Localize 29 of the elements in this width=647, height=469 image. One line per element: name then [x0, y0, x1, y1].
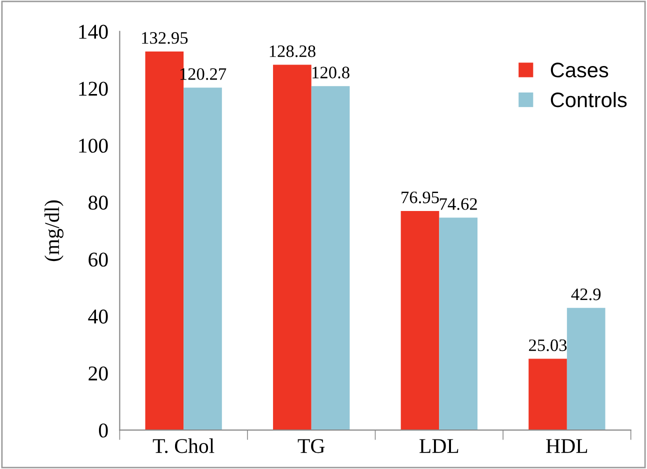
data-label: 42.9 — [571, 288, 601, 300]
y-tick-label: 120 — [79, 82, 108, 96]
y-tick-label: 100 — [79, 138, 108, 153]
data-label: 132.95 — [142, 32, 188, 44]
y-tick-label: 20 — [88, 366, 108, 381]
x-tick-label: LDL — [420, 439, 458, 453]
x-tick-label: T. Chol — [152, 438, 214, 454]
y-axis-title: (mg/dl) — [44, 200, 64, 262]
y-tick-label: 40 — [88, 310, 108, 324]
bar — [528, 358, 567, 430]
data-label: 25.03 — [528, 339, 567, 352]
data-label: 128.28 — [270, 45, 316, 58]
y-tick-label: 80 — [88, 196, 108, 210]
bar — [439, 218, 478, 430]
y-tick-label: 0 — [98, 423, 108, 438]
legend-label: Controls — [550, 92, 627, 108]
data-label: 74.62 — [440, 198, 477, 210]
bar — [400, 210, 440, 430]
bar — [566, 308, 606, 430]
bar — [184, 88, 222, 430]
data-label: 76.95 — [402, 192, 439, 204]
bar — [273, 64, 312, 430]
data-label: 120.8 — [312, 66, 350, 78]
x-tick-label: TG — [298, 439, 325, 454]
x-tick-label: HDL — [546, 439, 588, 453]
bar — [311, 86, 350, 430]
y-tick-label: 60 — [88, 252, 108, 267]
legend-label: Cases — [550, 62, 608, 78]
y-tick-label: 140 — [79, 24, 108, 39]
